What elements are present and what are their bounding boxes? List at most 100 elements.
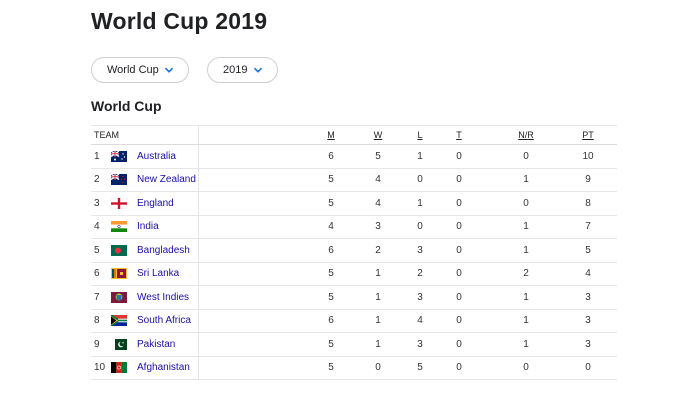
sri-lanka-flag-icon: [111, 263, 129, 286]
ties-value: 0: [456, 338, 462, 350]
ties-value: 0: [456, 221, 462, 233]
header-team: TEAM: [94, 130, 120, 140]
matches-value: 4: [328, 221, 334, 233]
west-indies-flag-icon: [111, 286, 129, 309]
australia-flag-icon: [111, 145, 129, 168]
rank: 3: [94, 197, 100, 209]
rank: 10: [94, 362, 106, 374]
wins-value: 1: [375, 268, 381, 280]
table-row: 5 Bangladesh 6 2 3 0 1 5: [91, 239, 617, 263]
page-title: World Cup 2019: [91, 8, 268, 34]
points-value: 7: [585, 221, 591, 233]
team-link[interactable]: Afghanistan: [137, 362, 190, 374]
no-result-value: 1: [523, 244, 529, 256]
points-value: 8: [585, 197, 591, 209]
competition-dropdown[interactable]: World Cup: [91, 57, 189, 83]
rank: 8: [94, 315, 100, 327]
wins-value: 3: [375, 221, 381, 233]
team-link[interactable]: West Indies: [137, 291, 190, 303]
rank: 9: [94, 338, 100, 350]
matches-value: 6: [328, 244, 334, 256]
table-header-row: TEAM M W L T N/R PT: [91, 125, 617, 145]
matches-value: 6: [328, 150, 334, 162]
no-result-value: 2: [523, 268, 529, 280]
no-result-value: 1: [523, 338, 529, 350]
ties-value: 0: [456, 150, 462, 162]
bangladesh-flag-icon: [111, 239, 129, 262]
points-value: 10: [582, 150, 594, 162]
rank: 6: [94, 268, 100, 280]
chevron-down-icon: [164, 67, 174, 73]
no-result-value: 0: [523, 197, 529, 209]
no-result-value: 1: [523, 315, 529, 327]
header-ties[interactable]: T: [456, 130, 462, 140]
header-wins[interactable]: W: [373, 130, 383, 140]
table-row: 1 Australia 6 5 1 0 0 10: [91, 145, 617, 169]
losses-value: 3: [417, 291, 423, 303]
points-value: 4: [585, 268, 591, 280]
losses-value: 3: [417, 244, 423, 256]
wins-value: 1: [375, 291, 381, 303]
afghanistan-flag-icon: [111, 357, 129, 380]
table-row: 2 New Zealand 5 4 0 0 1 9: [91, 169, 617, 192]
wins-value: 4: [375, 174, 381, 186]
team-link[interactable]: India: [137, 221, 159, 233]
matches-value: 5: [328, 268, 334, 280]
points-value: 3: [585, 291, 591, 303]
no-result-value: 1: [523, 221, 529, 233]
year-dropdown[interactable]: 2019: [207, 57, 278, 83]
ties-value: 0: [456, 362, 462, 374]
losses-value: 0: [417, 221, 423, 233]
wins-value: 1: [375, 338, 381, 350]
wins-value: 5: [375, 150, 381, 162]
matches-value: 5: [328, 338, 334, 350]
header-losses[interactable]: L: [417, 130, 423, 140]
losses-value: 3: [417, 338, 423, 350]
ties-value: 0: [456, 268, 462, 280]
losses-value: 5: [417, 362, 423, 374]
points-value: 5: [585, 244, 591, 256]
header-matches[interactable]: M: [327, 130, 335, 140]
table-row: 8 South Africa 6 1 4 0 1 3: [91, 310, 617, 333]
matches-value: 5: [328, 197, 334, 209]
points-value: 0: [585, 362, 591, 374]
no-result-value: 0: [523, 150, 529, 162]
matches-value: 5: [328, 362, 334, 374]
points-value: 3: [585, 315, 591, 327]
ties-value: 0: [456, 197, 462, 209]
table-row: 3 England 5 4 1 0 0 8: [91, 192, 617, 216]
losses-value: 0: [417, 174, 423, 186]
ties-value: 0: [456, 174, 462, 186]
rank: 4: [94, 221, 100, 233]
table-row: 9 Pakistan 5 1 3 0 1 3: [91, 333, 617, 357]
team-link[interactable]: Pakistan: [137, 338, 176, 350]
team-link[interactable]: Bangladesh: [137, 244, 190, 256]
column-divider: [198, 125, 199, 380]
team-link[interactable]: England: [137, 197, 174, 209]
team-link[interactable]: South Africa: [137, 315, 191, 327]
team-link[interactable]: Australia: [137, 150, 176, 162]
ties-value: 0: [456, 291, 462, 303]
table-row: 7 West Indies 5 1 3 0 1 3: [91, 286, 617, 310]
team-link[interactable]: Sri Lanka: [137, 268, 180, 280]
losses-value: 4: [417, 315, 423, 327]
wins-value: 0: [375, 362, 381, 374]
section-title: World Cup: [91, 98, 162, 114]
header-no-result[interactable]: N/R: [518, 130, 534, 140]
ties-value: 0: [456, 244, 462, 256]
wins-value: 2: [375, 244, 381, 256]
india-flag-icon: [111, 216, 129, 239]
header-points[interactable]: PT: [582, 130, 594, 140]
rank: 7: [94, 291, 100, 303]
rank: 1: [94, 150, 100, 162]
team-link[interactable]: New Zealand: [137, 174, 196, 186]
matches-value: 6: [328, 315, 334, 327]
table-row: 4 India 4 3 0 0 1 7: [91, 216, 617, 239]
wins-value: 1: [375, 315, 381, 327]
no-result-value: 1: [523, 291, 529, 303]
no-result-value: 1: [523, 174, 529, 186]
england-flag-icon: [111, 192, 129, 215]
standings-table: TEAM M W L T N/R PT 1 Australia 6 5 1 0 0 10 2 Ne…: [91, 125, 617, 380]
new-zealand-flag-icon: [111, 169, 129, 192]
no-result-value: 0: [523, 362, 529, 374]
